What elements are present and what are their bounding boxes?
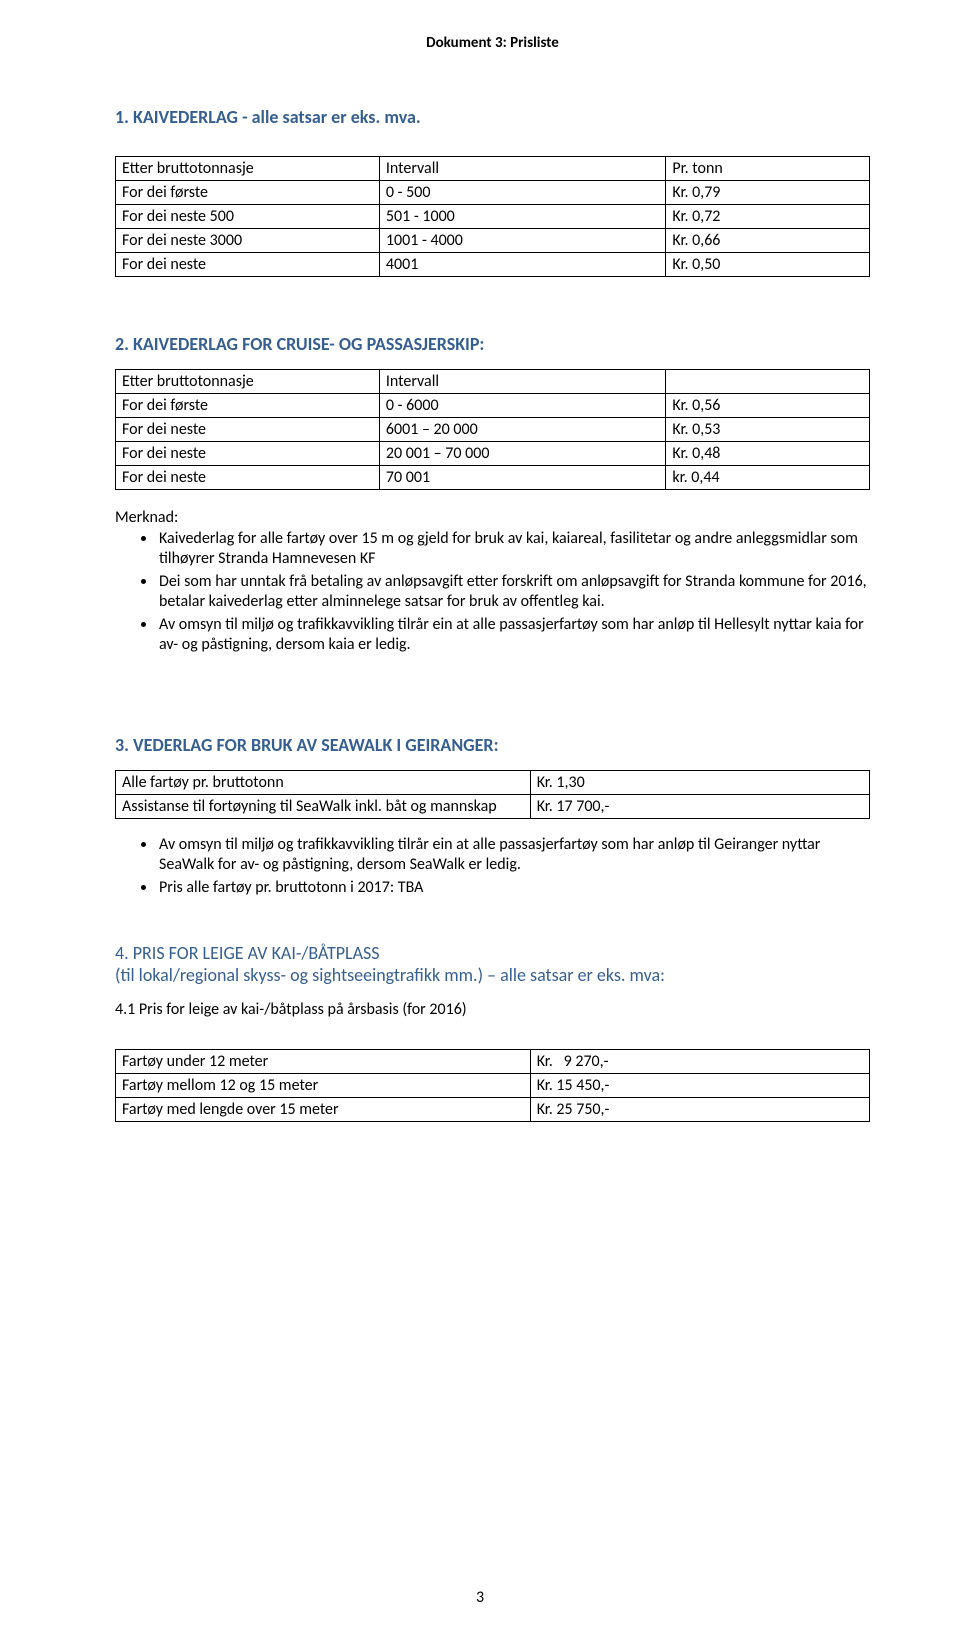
cell: Kr. 9 270,- bbox=[530, 1050, 869, 1074]
table-row: For dei neste 3000 1001 - 4000 Kr. 0,66 bbox=[116, 229, 870, 253]
cell: Kr. 0,72 bbox=[666, 205, 870, 229]
merknad-label: Merknad: bbox=[115, 508, 870, 527]
cell: Fartøy med lengde over 15 meter bbox=[116, 1098, 531, 1122]
cell: 20 001 – 70 000 bbox=[379, 442, 666, 466]
section-4-title: 4. PRIS FOR LEIGE AV KAI-/BÅTPLASS bbox=[115, 942, 380, 964]
page-number: 3 bbox=[0, 1588, 960, 1607]
cell: Pr. tonn bbox=[666, 157, 870, 181]
list-item: Av omsyn til miljø og trafikkavvikling t… bbox=[157, 615, 870, 656]
cell: Kr. 0,48 bbox=[666, 442, 870, 466]
table-row: For dei neste 70 001 kr. 0,44 bbox=[116, 466, 870, 490]
cell: 70 001 bbox=[379, 466, 666, 490]
cell: Etter bruttotonnasje bbox=[116, 157, 380, 181]
cell: For dei neste bbox=[116, 466, 380, 490]
cell bbox=[666, 370, 870, 394]
document-header: Dokument 3: Prisliste bbox=[115, 34, 870, 52]
table-row: For dei første 0 - 500 Kr. 0,79 bbox=[116, 181, 870, 205]
cell: Intervall bbox=[379, 370, 666, 394]
table-row: For dei første 0 - 6000 Kr. 0,56 bbox=[116, 394, 870, 418]
cell: Fartøy mellom 12 og 15 meter bbox=[116, 1074, 531, 1098]
cell: Kr. 15 450,- bbox=[530, 1074, 869, 1098]
section-3-bullets: Av omsyn til miljø og trafikkavvikling t… bbox=[115, 835, 870, 898]
table-row: Etter bruttotonnasje Intervall Pr. tonn bbox=[116, 157, 870, 181]
table-row: Alle fartøy pr. bruttotonn Kr. 1,30 bbox=[116, 770, 870, 794]
cell: For dei neste 3000 bbox=[116, 229, 380, 253]
cell: Kr. 0,66 bbox=[666, 229, 870, 253]
table-row: Fartøy mellom 12 og 15 meter Kr. 15 450,… bbox=[116, 1074, 870, 1098]
section-1-title: 1. KAIVEDERLAG - alle satsar er eks. mva… bbox=[115, 106, 870, 128]
cell: Kr. 0,79 bbox=[666, 181, 870, 205]
list-item: Kaivederlag for alle fartøy over 15 m og… bbox=[157, 529, 870, 570]
cell: 0 - 500 bbox=[379, 181, 666, 205]
cell: For dei første bbox=[116, 394, 380, 418]
table-row: Etter bruttotonnasje Intervall bbox=[116, 370, 870, 394]
cell: For dei første bbox=[116, 181, 380, 205]
section-2-title: 2. KAIVEDERLAG FOR CRUISE- OG PASSASJERS… bbox=[115, 333, 870, 355]
table-row: For dei neste 4001 Kr. 0,50 bbox=[116, 253, 870, 277]
cell: For dei neste bbox=[116, 253, 380, 277]
table-row: For dei neste 500 501 - 1000 Kr. 0,72 bbox=[116, 205, 870, 229]
table-kaivederlag-1: Etter bruttotonnasje Intervall Pr. tonn … bbox=[115, 156, 870, 277]
cell: kr. 0,44 bbox=[666, 466, 870, 490]
cell: Kr. 25 750,- bbox=[530, 1098, 869, 1122]
cell: Kr. 0,50 bbox=[666, 253, 870, 277]
cell: Kr. 0,56 bbox=[666, 394, 870, 418]
page: Dokument 3: Prisliste 1. KAIVEDERLAG - a… bbox=[0, 0, 960, 1633]
cell: For dei neste bbox=[116, 418, 380, 442]
table-kai-baatplass: Fartøy under 12 meter Kr. 9 270,- Fartøy… bbox=[115, 1049, 870, 1122]
table-row: For dei neste 20 001 – 70 000 Kr. 0,48 bbox=[116, 442, 870, 466]
list-item: Pris alle fartøy pr. bruttotonn i 2017: … bbox=[157, 878, 870, 898]
cell: Intervall bbox=[379, 157, 666, 181]
list-item: Dei som har unntak frå betaling av anløp… bbox=[157, 572, 870, 613]
table-row: Fartøy under 12 meter Kr. 9 270,- bbox=[116, 1050, 870, 1074]
section-3-title: 3. VEDERLAG FOR BRUK AV SEAWALK I GEIRAN… bbox=[115, 734, 870, 756]
cell: 4001 bbox=[379, 253, 666, 277]
table-row: Fartøy med lengde over 15 meter Kr. 25 7… bbox=[116, 1098, 870, 1122]
cell: Kr. 0,53 bbox=[666, 418, 870, 442]
cell: 6001 – 20 000 bbox=[379, 418, 666, 442]
cell: 1001 - 4000 bbox=[379, 229, 666, 253]
cell: For dei neste 500 bbox=[116, 205, 380, 229]
list-item: Av omsyn til miljø og trafikkavvikling t… bbox=[157, 835, 870, 876]
table-kaivederlag-2: Etter bruttotonnasje Intervall For dei f… bbox=[115, 369, 870, 490]
table-row: For dei neste 6001 – 20 000 Kr. 0,53 bbox=[116, 418, 870, 442]
table-seawalk: Alle fartøy pr. bruttotonn Kr. 1,30 Assi… bbox=[115, 770, 870, 819]
cell: 501 - 1000 bbox=[379, 205, 666, 229]
cell: For dei neste bbox=[116, 442, 380, 466]
section-4-1-heading: 4.1 Pris for leige av kai-/båtplass på å… bbox=[115, 1000, 870, 1019]
section-4-subtitle: (til lokal/regional skyss- og sightseein… bbox=[115, 964, 870, 986]
cell: Fartøy under 12 meter bbox=[116, 1050, 531, 1074]
cell: Etter bruttotonnasje bbox=[116, 370, 380, 394]
cell: 0 - 6000 bbox=[379, 394, 666, 418]
section-2-bullets: Kaivederlag for alle fartøy over 15 m og… bbox=[115, 529, 870, 656]
table-row: Assistanse til fortøyning til SeaWalk in… bbox=[116, 794, 870, 818]
cell: Alle fartøy pr. bruttotonn bbox=[116, 770, 531, 794]
cell: Kr. 17 700,- bbox=[530, 794, 869, 818]
cell: Kr. 1,30 bbox=[530, 770, 869, 794]
cell: Assistanse til fortøyning til SeaWalk in… bbox=[116, 794, 531, 818]
